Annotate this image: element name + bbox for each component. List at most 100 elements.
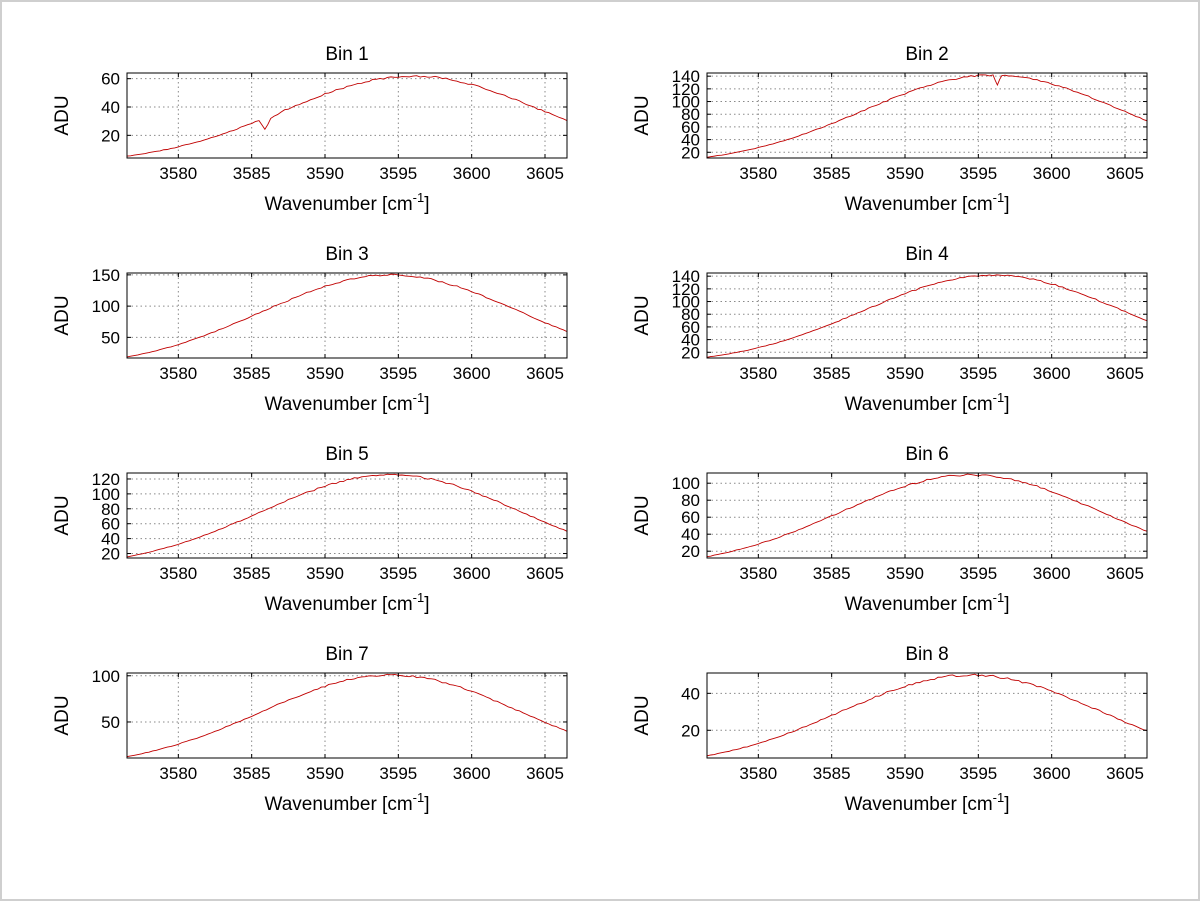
x-tick-label: 3600 [453,164,491,183]
x-tick-label: 3590 [306,564,344,583]
y-tick-label: 100 [92,297,120,316]
x-tick-label: 3605 [1106,564,1144,583]
y-tick-label: 100 [672,293,700,312]
subplot-bin-4: 3580 3585 3590 3595 3600 3605 2040608010012014… [632,244,1148,415]
x-axis-label: Wavenumber [cm-1] [264,590,429,615]
x-tick-label: 3605 [1106,164,1144,183]
axes-box [126,672,568,759]
x-tick-label: 3580 [159,764,197,783]
y-tick-label: 120 [672,280,700,299]
spectrum-line [707,74,1147,158]
x-axis-label: Wavenumber [cm-1] [264,190,429,215]
x-tick-label: 3585 [813,364,851,383]
y-tick-label: 20 [681,721,700,740]
x-tick-label: 3600 [1033,364,1071,383]
y-tick-label: 100 [92,667,120,686]
subplot-title: Bin 1 [325,44,368,65]
x-tick-label: 3580 [159,564,197,583]
y-tick-label: 60 [681,118,700,137]
y-tick-label: 50 [101,713,120,732]
spectrum-line [127,673,567,758]
y-tick-label: 20 [101,545,120,564]
subplot-title: Bin 4 [905,244,949,265]
x-tick-label: 3605 [526,364,564,383]
x-axis-label: Wavenumber [cm-1] [844,790,1009,815]
y-tick-label: 80 [681,305,700,324]
y-tick-label: 120 [672,80,700,99]
subplot-title: Bin 5 [325,444,368,465]
x-tick-label: 3600 [1033,164,1071,183]
axes-box [126,272,568,359]
axes-box [706,472,1148,559]
y-tick-label: 60 [101,70,120,89]
y-tick-label: 120 [92,470,120,489]
y-tick-label: 60 [681,318,700,337]
axes-box [126,472,568,559]
x-tick-label: 3595 [379,764,417,783]
spectrum-line [707,473,1147,558]
x-tick-label: 3595 [379,364,417,383]
x-tick-label: 3595 [959,764,997,783]
spectrum-line [127,273,567,358]
x-axis-label: Wavenumber [cm-1] [264,390,429,415]
x-tick-label: 3590 [306,364,344,383]
x-tick-label: 3600 [453,564,491,583]
y-tick-label: 40 [681,331,700,350]
spectrum-line [127,75,567,157]
x-axis-label: Wavenumber [cm-1] [844,390,1009,415]
subplot-bin-7: 3580 3585 3590 3595 3600 3605 50 100 Bin 7 ADU Wav… [52,644,568,815]
x-tick-label: 3590 [306,764,344,783]
x-tick-label: 3600 [1033,764,1071,783]
subplot-title: Bin 2 [905,44,948,65]
y-tick-label: 60 [101,515,120,534]
y-tick-label: 100 [672,93,700,112]
subplot-title: Bin 6 [905,444,948,465]
x-tick-label: 3585 [233,764,271,783]
x-tick-label: 3585 [813,164,851,183]
x-tick-label: 3595 [959,164,997,183]
y-tick-label: 100 [92,485,120,504]
x-tick-label: 3580 [739,364,777,383]
x-tick-label: 3580 [739,564,777,583]
x-tick-label: 3585 [813,764,851,783]
x-tick-label: 3580 [159,164,197,183]
y-tick-label: 140 [672,267,700,286]
x-tick-label: 3605 [526,764,564,783]
subplot-bin-8: 3580 3585 3590 3595 3600 3605 20 40 Bin 8 ADU Wave… [632,644,1148,815]
x-tick-label: 3590 [886,164,924,183]
y-tick-label: 80 [681,491,700,510]
x-tick-label: 3590 [886,364,924,383]
subplot-bin-2: 3580 3585 3590 3595 3600 3605 2040608010012014… [632,44,1148,215]
x-tick-label: 3585 [233,164,271,183]
x-tick-label: 3590 [886,564,924,583]
y-axis-label: ADU [632,495,653,535]
x-tick-label: 3605 [1106,364,1144,383]
figure: 3580 3585 3590 3595 3600 3605 20 40 60 Bin 1 ADU Wa… [2,2,1198,840]
spectrum-line [127,473,567,558]
y-axis-label: ADU [52,695,73,735]
subplot-title: Bin 3 [325,244,368,265]
y-tick-label: 20 [681,542,700,561]
spectrum-line [707,274,1147,358]
y-tick-label: 60 [681,508,700,527]
y-tick-label: 80 [681,105,700,124]
x-tick-label: 3580 [159,364,197,383]
y-tick-label: 80 [101,500,120,519]
y-axis-label: ADU [632,95,653,135]
x-tick-label: 3595 [379,564,417,583]
axes-box [126,72,568,159]
y-tick-label: 20 [681,143,700,162]
x-tick-label: 3605 [1106,764,1144,783]
x-tick-label: 3600 [1033,564,1071,583]
x-tick-label: 3605 [526,164,564,183]
y-tick-label: 40 [681,684,700,703]
subplot-title: Bin 8 [905,644,948,665]
y-tick-label: 150 [92,266,120,285]
x-tick-label: 3580 [739,764,777,783]
x-tick-label: 3600 [453,364,491,383]
y-tick-label: 140 [672,67,700,86]
x-tick-label: 3595 [959,364,997,383]
x-tick-label: 3590 [306,164,344,183]
